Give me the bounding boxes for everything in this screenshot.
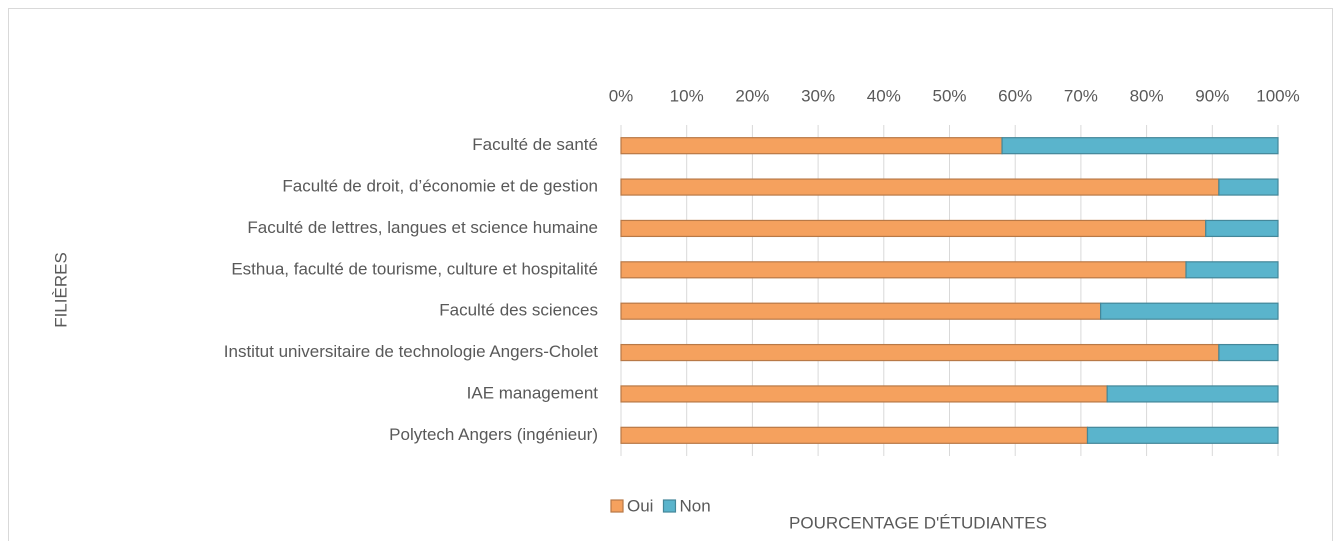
bar-segment bbox=[620, 178, 1220, 196]
x-axis-label: POURCENTAGE D'ÉTUDIANTES bbox=[789, 513, 1047, 532]
bar-segment bbox=[1218, 343, 1279, 362]
x-tick-label: 100% bbox=[1256, 86, 1299, 105]
legend-swatch bbox=[662, 499, 677, 513]
bar-segment bbox=[620, 219, 1207, 238]
y-tick-label: Esthua, faculté de tourisme, culture et … bbox=[231, 259, 598, 278]
bar-segment bbox=[620, 261, 1187, 279]
legend-swatch bbox=[610, 499, 624, 513]
y-tick-label: Institut universitaire de technologie An… bbox=[224, 342, 598, 361]
legend-label: Non bbox=[679, 496, 710, 515]
bar-segment bbox=[620, 137, 1003, 155]
x-tick-label: 10% bbox=[670, 86, 704, 105]
bar-segment bbox=[1001, 137, 1279, 155]
bar-segment bbox=[1185, 261, 1279, 279]
bar-segment bbox=[1218, 178, 1279, 196]
y-tick-label: Faculté de santé bbox=[472, 135, 598, 154]
bar-segment bbox=[620, 302, 1102, 320]
bar-segment bbox=[1205, 219, 1279, 238]
x-tick-label: 50% bbox=[932, 86, 966, 105]
x-tick-label: 60% bbox=[998, 86, 1032, 105]
bar-segment bbox=[1106, 385, 1279, 403]
y-tick-label: IAE management bbox=[467, 383, 599, 402]
x-tick-label: 20% bbox=[735, 86, 769, 105]
bar-segment bbox=[620, 426, 1089, 444]
x-tick-label: 30% bbox=[801, 86, 835, 105]
y-axis-label: FILIÈRES bbox=[51, 252, 70, 328]
bar-segment bbox=[620, 385, 1108, 403]
bar-segment bbox=[1086, 426, 1279, 444]
bar-segment bbox=[1100, 302, 1279, 320]
y-tick-label: Faculté de droit, d’économie et de gesti… bbox=[282, 177, 598, 196]
x-tick-label: 70% bbox=[1064, 86, 1098, 105]
x-tick-label: 90% bbox=[1195, 86, 1229, 105]
x-tick-label: 80% bbox=[1130, 86, 1164, 105]
bar-segment bbox=[620, 343, 1220, 362]
y-tick-label: Polytech Angers (ingénieur) bbox=[389, 425, 598, 444]
y-tick-label: Faculté de lettres, langues et science h… bbox=[247, 218, 598, 237]
legend-label: Oui bbox=[627, 496, 653, 515]
x-tick-label: 40% bbox=[867, 86, 901, 105]
x-tick-label: 0% bbox=[609, 86, 634, 105]
y-tick-label: Faculté des sciences bbox=[439, 301, 598, 320]
